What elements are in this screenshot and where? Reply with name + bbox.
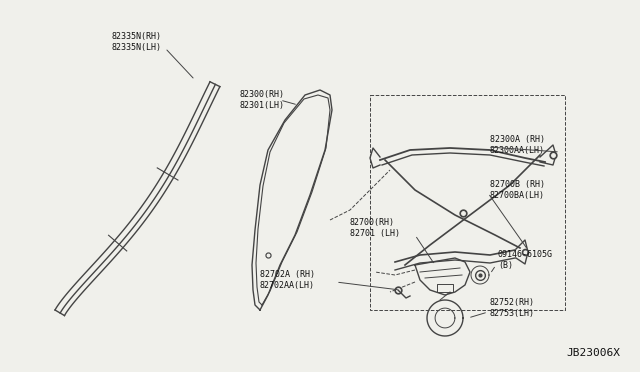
Text: 82702A (RH)
82702AA(LH): 82702A (RH) 82702AA(LH)	[260, 270, 315, 290]
Text: 82300A (RH)
82300AA(LH): 82300A (RH) 82300AA(LH)	[490, 135, 545, 155]
Text: 82700B (RH)
82700BA(LH): 82700B (RH) 82700BA(LH)	[490, 180, 545, 200]
Text: JB23006X: JB23006X	[566, 348, 620, 358]
Text: 82335N(RH)
82335N(LH): 82335N(RH) 82335N(LH)	[112, 32, 162, 52]
Text: 09146-6105G
(B): 09146-6105G (B)	[498, 250, 553, 270]
Text: 82752(RH)
82753(LH): 82752(RH) 82753(LH)	[490, 298, 535, 318]
Text: 82700(RH)
82701 (LH): 82700(RH) 82701 (LH)	[350, 218, 400, 238]
Text: 82300(RH)
82301(LH): 82300(RH) 82301(LH)	[240, 90, 285, 110]
